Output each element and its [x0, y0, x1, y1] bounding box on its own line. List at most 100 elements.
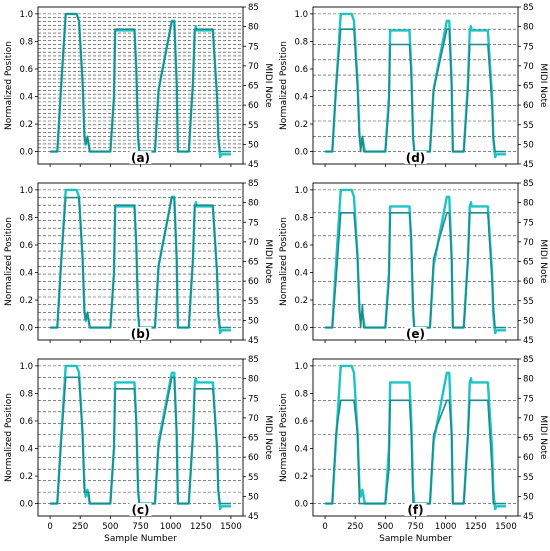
y2-tick-label: 85 [248, 3, 259, 13]
y-tick-label: 0.0 [294, 500, 308, 510]
y2-tick-label: 60 [523, 453, 534, 463]
x-tick-label: 0 [47, 522, 52, 532]
y2-tick-label: 50 [248, 492, 259, 502]
y2-tick-label: 60 [248, 453, 259, 463]
y-tick-label: 0.8 [294, 213, 308, 223]
y-tick-label: 0.2 [19, 472, 33, 482]
panel-label-background [404, 151, 427, 164]
y2-tick-label: 50 [248, 316, 259, 326]
panel-label: (b) [131, 327, 151, 341]
y-tick-label: 0.4 [19, 445, 33, 455]
x-tick-label: 250 [72, 522, 88, 532]
y-axis-label: Normalized Position [279, 393, 289, 482]
x-tick-label: 0 [322, 522, 327, 532]
y2-tick-label: 75 [248, 42, 259, 52]
series-line-raw [325, 188, 506, 335]
y-tick-label: 0.6 [19, 65, 33, 75]
y-tick-label: 0.6 [294, 241, 308, 251]
y-tick-label: 0.0 [19, 500, 33, 510]
y-tick-label: 0.4 [294, 445, 308, 455]
y2-tick-label: 65 [523, 258, 534, 268]
y-tick-label: 0.2 [294, 296, 308, 306]
y2-tick-label: 60 [248, 101, 259, 111]
panel-c: 0.0 0.2 0.4 0.6 0.8 1.0 45 50 55 60 65 70 75 80 85 0 250… [4, 355, 273, 544]
panel-e: 0.0 0.2 0.4 0.6 0.8 1.0 45 50 55 60 65 70 75 80 85 Norm… [279, 179, 548, 346]
x-tick-label: 1000 [435, 522, 457, 532]
y2-tick-label: 75 [523, 394, 534, 404]
y-axis-label: Normalized Position [279, 217, 289, 306]
y-tick-label: 0.8 [294, 37, 308, 47]
panel-label: (c) [131, 503, 149, 517]
y-tick-label: 0.4 [294, 269, 308, 279]
series-line-quantized [50, 13, 231, 153]
y2-tick-label: 85 [523, 3, 534, 13]
x-tick-label: 500 [102, 522, 118, 532]
y2-tick-label: 75 [523, 42, 534, 52]
y2-tick-label: 80 [523, 23, 534, 33]
y-tick-label: 0.4 [294, 93, 308, 103]
y-tick-label: 1.0 [294, 10, 308, 20]
y2-tick-label: 65 [523, 434, 534, 444]
panel-label: (e) [406, 327, 425, 341]
x-tick-label: 250 [347, 522, 363, 532]
panel-label: (d) [406, 151, 426, 165]
panel-label: (f) [407, 503, 423, 517]
y2-tick-label: 80 [523, 375, 534, 385]
y2-tick-label: 45 [248, 160, 259, 170]
y2-tick-label: 75 [523, 218, 534, 228]
y2-tick-label: 60 [523, 101, 534, 111]
y2-tick-label: 55 [248, 121, 259, 131]
y-tick-label: 0.6 [19, 417, 33, 427]
y2-tick-label: 45 [523, 336, 534, 346]
y-tick-label: 0.0 [294, 148, 308, 158]
y2-tick-label: 70 [523, 414, 534, 424]
y2-tick-label: 45 [523, 512, 534, 522]
y2-tick-label: 80 [248, 375, 259, 385]
series-line-quantized [50, 376, 231, 505]
y2-tick-label: 75 [248, 218, 259, 228]
y2-tick-label: 85 [523, 355, 534, 365]
y2-axis-label: MIDI Note [538, 63, 548, 108]
y2-tick-label: 85 [248, 355, 259, 365]
y2-tick-label: 55 [248, 297, 259, 307]
y2-tick-label: 55 [523, 121, 534, 131]
y2-tick-label: 85 [248, 179, 259, 189]
panel-b: 0.0 0.2 0.4 0.6 0.8 1.0 45 50 55 60 65 70 75 80 85 Norm… [4, 179, 273, 346]
y-tick-label: 0.2 [294, 120, 308, 130]
x-tick-label: 1000 [160, 522, 182, 532]
y2-tick-label: 50 [523, 316, 534, 326]
y2-tick-label: 75 [248, 394, 259, 404]
y2-tick-label: 55 [248, 473, 259, 483]
y-tick-label: 0.8 [19, 213, 33, 223]
x-axis-label: Sample Number [104, 534, 177, 544]
y2-tick-label: 65 [523, 82, 534, 92]
y2-axis-label: MIDI Note [263, 63, 273, 108]
series-line-raw [50, 12, 231, 159]
y2-tick-label: 45 [248, 512, 259, 522]
series-line-raw [325, 364, 506, 511]
y-tick-label: 0.0 [294, 324, 308, 334]
x-tick-label: 1250 [465, 522, 487, 532]
panel-d: 0.0 0.2 0.4 0.6 0.8 1.0 45 50 55 60 65 70 75 80 85 Norm… [279, 3, 548, 170]
series-line-raw [50, 364, 231, 511]
x-tick-label: 1500 [220, 522, 242, 532]
y2-axis-label: MIDI Note [538, 415, 548, 460]
panel-a: 0.0 0.2 0.4 0.6 0.8 1.0 45 50 55 60 65 70 75 80 85 Norm… [4, 3, 273, 170]
y-tick-label: 0.2 [19, 296, 33, 306]
panel-label-background [129, 151, 152, 164]
series-line-quantized [325, 399, 506, 505]
series-line-raw [325, 12, 506, 159]
y2-tick-label: 45 [523, 160, 534, 170]
x-tick-label: 750 [407, 522, 423, 532]
y-axis-label: Normalized Position [4, 393, 14, 482]
y2-tick-label: 55 [523, 297, 534, 307]
x-tick-label: 750 [132, 522, 148, 532]
y2-tick-label: 65 [248, 82, 259, 92]
y-tick-label: 1.0 [19, 362, 33, 372]
y2-tick-label: 70 [248, 414, 259, 424]
y-axis-label: Normalized Position [279, 41, 289, 130]
y-axis-label: Normalized Position [4, 217, 14, 306]
y2-tick-label: 65 [248, 434, 259, 444]
y-tick-label: 0.4 [19, 93, 33, 103]
